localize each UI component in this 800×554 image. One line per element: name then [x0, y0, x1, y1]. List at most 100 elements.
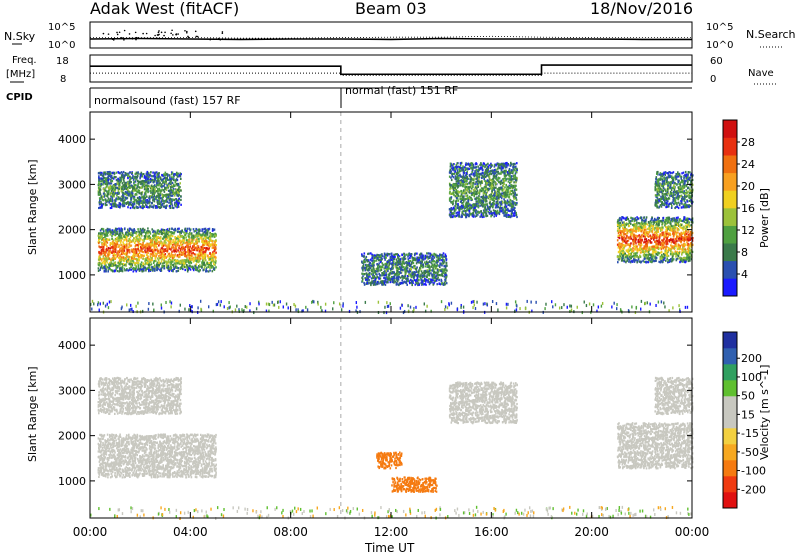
heatmap-cell	[146, 230, 148, 233]
heatmap-cell	[430, 272, 432, 275]
noise-point	[177, 33, 179, 35]
heatmap-cell	[99, 197, 102, 200]
heatmap-cell	[120, 177, 123, 180]
heatmap-cell	[189, 250, 191, 253]
heatmap-cell	[125, 196, 127, 199]
noise-point	[221, 32, 224, 35]
heatmap-cell	[211, 229, 214, 232]
heatmap-cell	[153, 192, 155, 195]
heatmap-cell	[208, 305, 210, 309]
heatmap-cell	[153, 241, 156, 244]
heatmap-cell	[182, 253, 184, 256]
heatmap-cell	[422, 266, 424, 269]
heatmap-cell	[171, 227, 173, 230]
heatmap-cell	[122, 248, 124, 251]
heatmap-cell	[201, 257, 204, 260]
heatmap-cell	[146, 243, 149, 246]
heatmap-cell	[147, 227, 149, 230]
heatmap-cell	[160, 237, 162, 240]
heatmap-cell	[170, 194, 173, 197]
heatmap-cell	[102, 176, 105, 179]
heatmap-cell	[119, 199, 122, 202]
heatmap-cell	[143, 188, 146, 191]
heatmap-cell	[179, 262, 181, 265]
heatmap-cell	[430, 258, 433, 261]
heatmap-cell	[128, 308, 130, 312]
heatmap-cell	[214, 241, 216, 244]
heatmap-cell	[212, 254, 214, 257]
heatmap-cell	[142, 257, 144, 260]
heatmap-cell	[113, 230, 115, 234]
heatmap-cell	[435, 256, 438, 259]
heatmap-cell	[137, 180, 139, 183]
heatmap-cell	[178, 230, 181, 233]
heatmap-cell	[141, 191, 144, 194]
heatmap-cell	[210, 255, 212, 258]
heatmap-cell	[133, 237, 135, 240]
heatmap-cell	[148, 175, 150, 178]
heatmap-cell	[162, 262, 164, 265]
heatmap-cell	[137, 264, 140, 267]
noise-point	[102, 32, 105, 35]
heatmap-cell	[126, 230, 129, 233]
heatmap-cell	[161, 196, 164, 199]
heatmap-cell	[613, 301, 615, 305]
heatmap-cell	[217, 300, 220, 304]
heatmap-cell	[164, 240, 166, 243]
heatmap-cell	[125, 234, 127, 237]
heatmap-cell	[143, 199, 145, 202]
heatmap-cell	[148, 266, 151, 269]
heatmap-cell	[154, 178, 157, 181]
heatmap-cell	[186, 260, 189, 263]
heatmap-cell	[132, 231, 135, 234]
heatmap-cell	[102, 255, 105, 258]
heatmap-cell	[135, 178, 137, 181]
heatmap-cell	[241, 308, 243, 312]
heatmap-cell	[114, 238, 117, 241]
heatmap-cell	[104, 232, 106, 235]
heatmap-cell	[114, 186, 117, 189]
heatmap-cell	[114, 261, 117, 264]
heatmap-cell	[99, 172, 102, 175]
heatmap-cell	[123, 180, 125, 183]
heatmap-cell	[181, 263, 183, 266]
heatmap-cell	[178, 309, 180, 313]
heatmap-cell	[208, 258, 210, 261]
heatmap-cell	[150, 257, 153, 260]
heatmap-cell	[209, 256, 211, 259]
heatmap-cell	[98, 264, 100, 267]
heatmap-cell	[619, 308, 622, 312]
heatmap-cell	[180, 189, 182, 192]
heatmap-cell	[212, 262, 215, 265]
heatmap-cell	[126, 231, 128, 234]
heatmap-cell	[172, 191, 174, 194]
heatmap-cell	[377, 300, 380, 304]
heatmap-cell	[128, 182, 130, 185]
heatmap-cell	[172, 231, 174, 234]
heatmap-cell	[426, 252, 428, 255]
heatmap-cell	[124, 264, 126, 267]
heatmap-cell	[115, 242, 118, 245]
heatmap-cell	[105, 259, 108, 263]
heatmap-cell	[111, 188, 114, 191]
heatmap-cell	[132, 250, 135, 253]
heatmap-cell	[150, 249, 152, 252]
heatmap-cell	[155, 232, 157, 235]
freq-tick-bottom: 8	[60, 74, 66, 85]
heatmap-cell	[145, 186, 147, 189]
heatmap-cell	[184, 242, 186, 245]
heatmap-cell	[433, 253, 435, 256]
noise-point	[112, 39, 115, 41]
heatmap-cell	[238, 308, 240, 312]
heatmap-cell	[198, 230, 200, 233]
heatmap-cell	[660, 300, 663, 304]
heatmap-cell	[162, 189, 165, 192]
heatmap-cell	[409, 268, 412, 271]
heatmap-cell	[145, 245, 148, 248]
heatmap-cell	[116, 194, 118, 197]
heatmap-cell	[134, 229, 136, 232]
heatmap-cell	[388, 274, 391, 277]
noise-point	[186, 32, 188, 34]
heatmap-cell	[417, 256, 420, 259]
heatmap-cell	[144, 199, 147, 202]
